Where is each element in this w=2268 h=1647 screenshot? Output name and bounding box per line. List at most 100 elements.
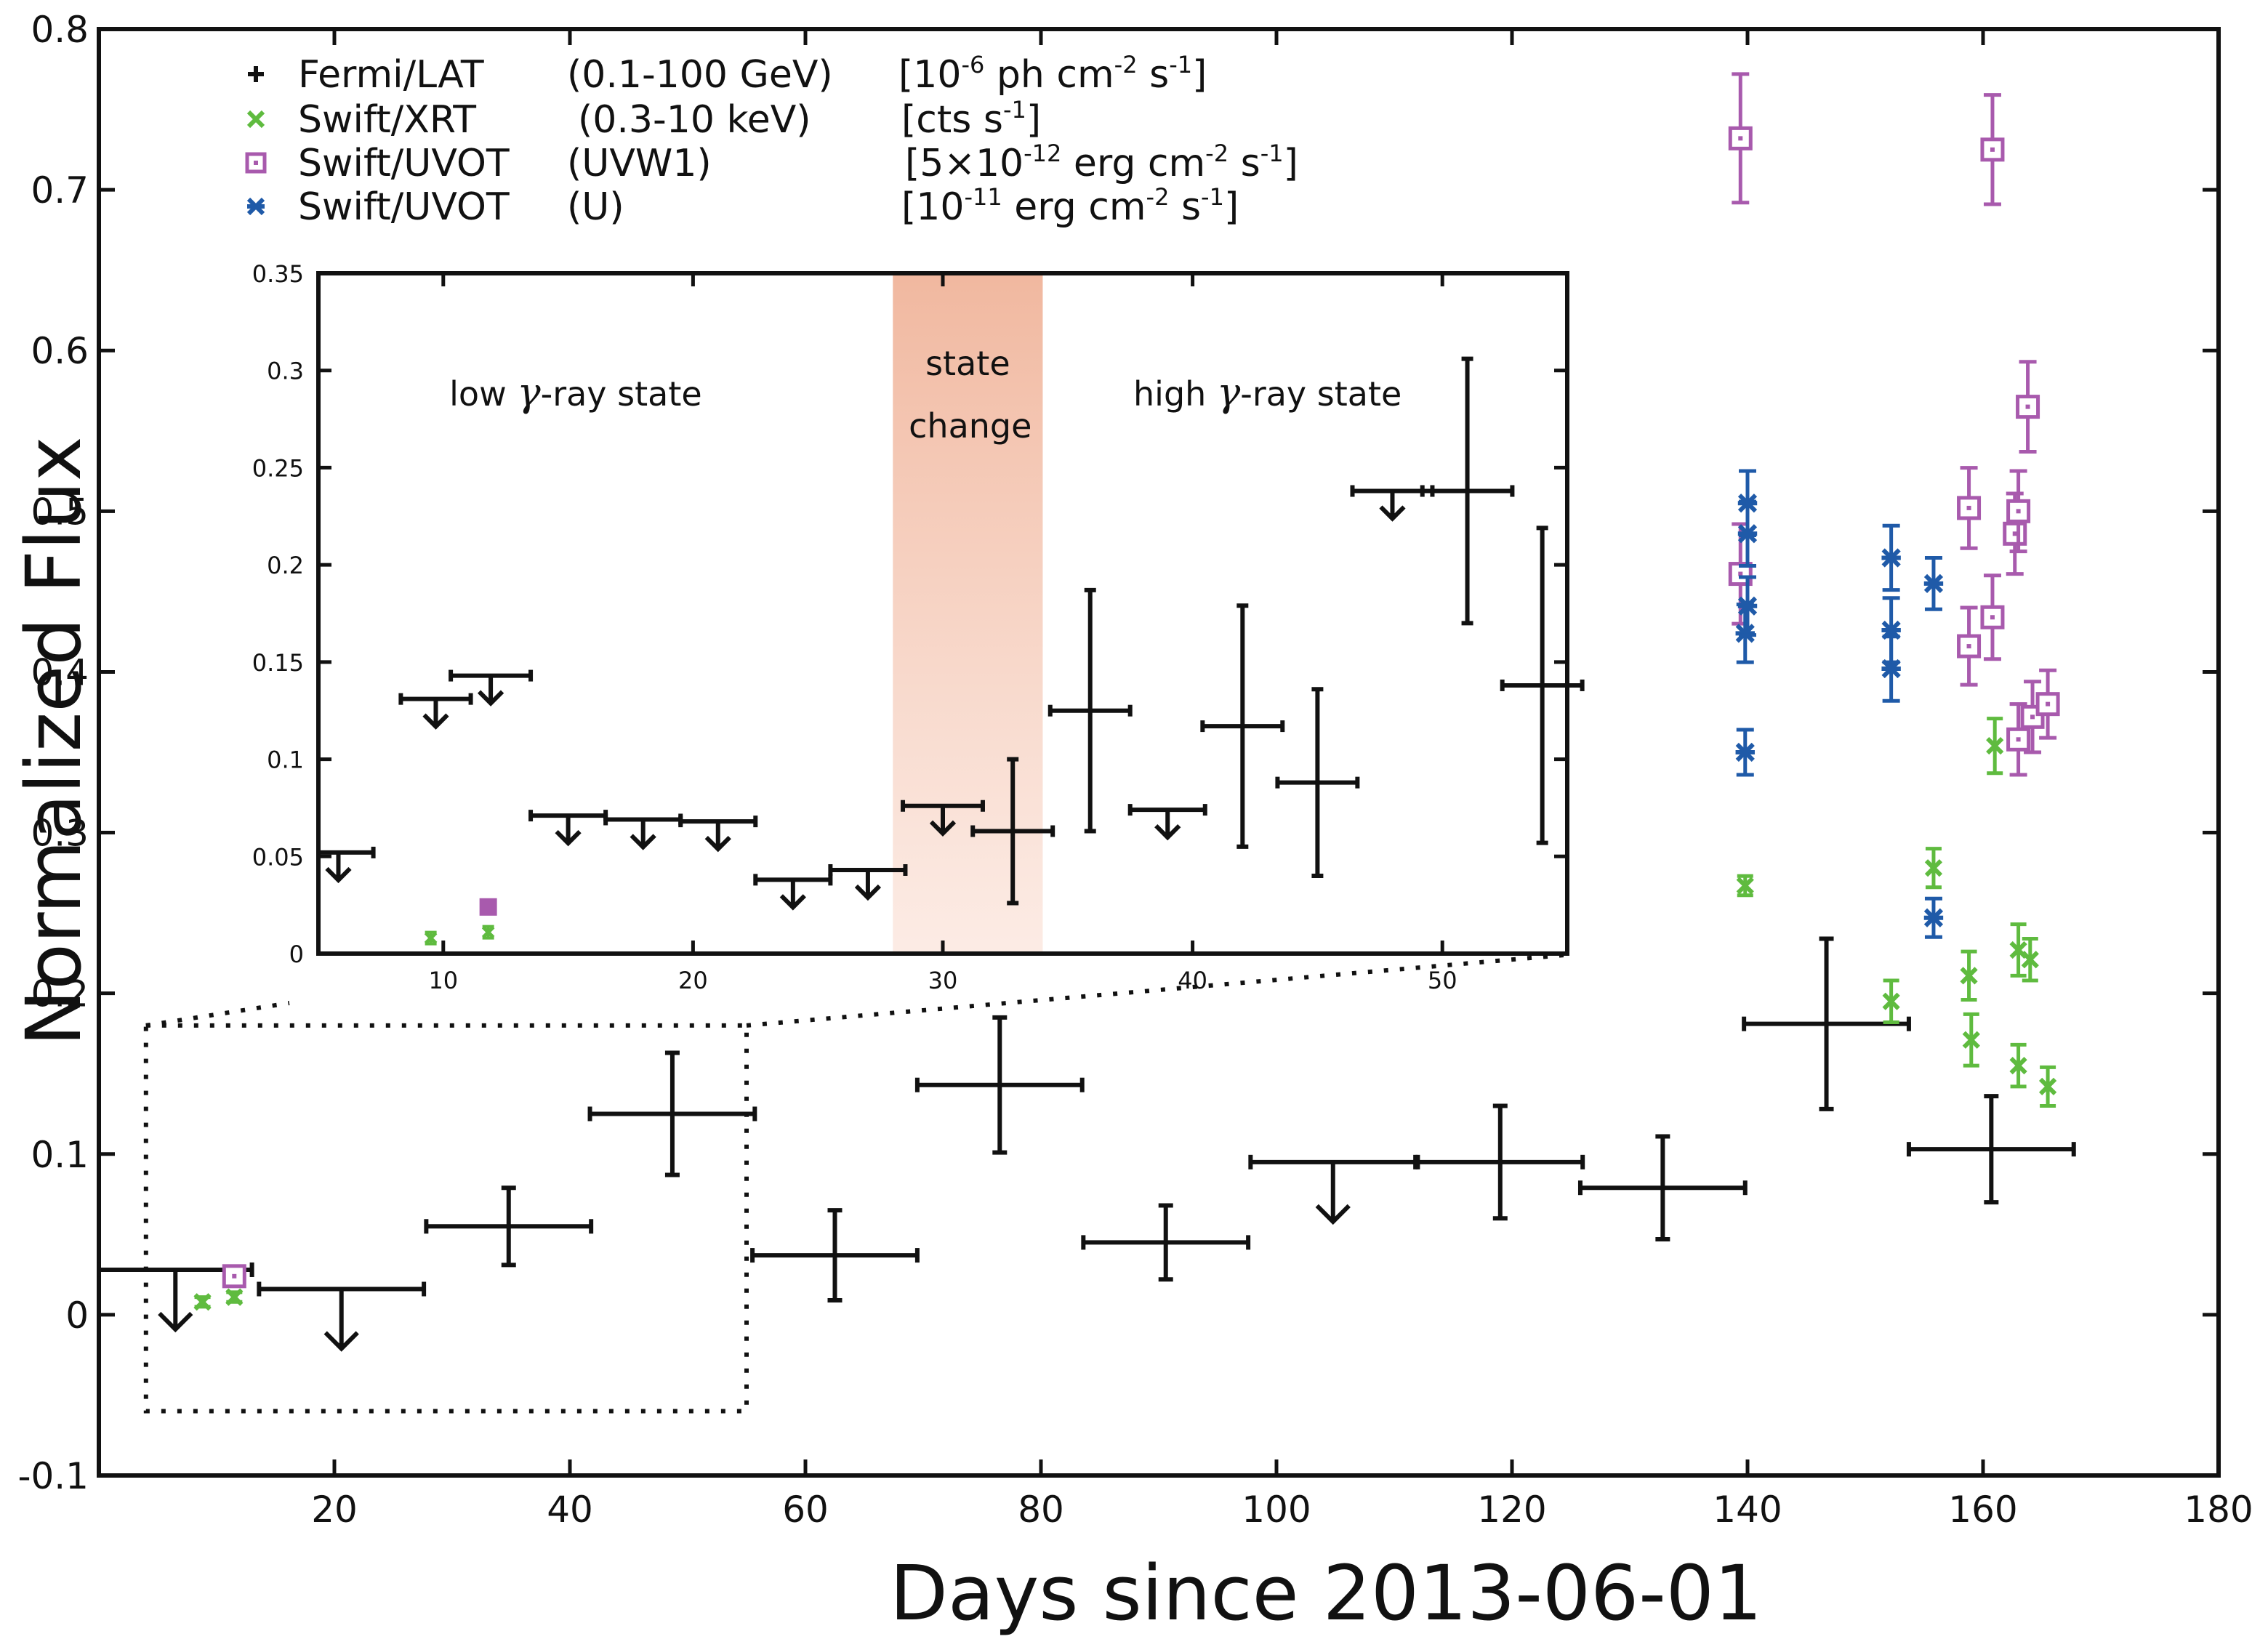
xrt-point	[1924, 847, 1943, 890]
y-tick-label: 0.8	[31, 9, 89, 51]
xrt-marker	[1960, 967, 1978, 985]
inset-lat-point	[1275, 687, 1360, 879]
xrt-point	[2038, 1065, 2057, 1108]
inset-xrt-point	[481, 925, 495, 940]
y-tick-label: 0.1	[31, 1134, 89, 1176]
y-tick-label: 0.6	[31, 330, 89, 372]
uvw1-marker	[2003, 521, 2027, 546]
inset-lat-upper-limit	[449, 669, 534, 706]
legend-unit: [5×10-12 erg cm-2 s-1]	[905, 140, 1298, 185]
inset-lat-ul-arrow	[704, 821, 731, 853]
gamma-symbol: γ	[1217, 369, 1241, 415]
inset-uvw1-point	[479, 898, 497, 916]
uvw1-marker-dot	[2025, 404, 2030, 409]
gamma-symbol: γ	[517, 369, 541, 415]
legend-entry: Swift/UVOT (UVW1) [5×10-12 erg cm-2 s-1]	[245, 140, 1298, 185]
xrt-point	[2021, 936, 2039, 983]
xrt-marker	[1924, 859, 1943, 877]
lat-point	[1742, 936, 1911, 1111]
xrt-marker	[1962, 1031, 1980, 1049]
uvw1-marker-dot	[1990, 147, 1995, 152]
uvw1-marker-dot	[1990, 615, 1995, 620]
uvot-u-marker	[1923, 573, 1944, 593]
inset-lat-ul-arrow	[854, 870, 882, 901]
xrt-point	[2009, 1042, 2027, 1089]
xrt-point	[1960, 949, 1978, 1002]
annotation-part: high	[1133, 374, 1217, 414]
y-tick-label: 0	[65, 1294, 89, 1337]
inset-y-tick-label: 0.3	[267, 358, 304, 385]
xrt-marker	[2021, 951, 2039, 969]
inset-lat-ul-arrow	[1379, 491, 1406, 522]
uvot-u-marker	[1737, 494, 1758, 513]
legend-unit-exponent: -2	[1114, 51, 1138, 78]
high-state-annotation: high γ-ray state	[1133, 369, 1402, 415]
legend-unit-exponent: -11	[964, 183, 1002, 211]
legend-unit: [cts s-1]	[901, 96, 1041, 142]
lat-ul-arrow	[323, 1289, 359, 1352]
inset-lat-ul-arrow	[555, 816, 582, 847]
legend-unit-part: s	[1169, 185, 1201, 229]
inset-y-tick-label: 0.05	[252, 843, 304, 871]
x-tick-label: 160	[1948, 1489, 2017, 1531]
inset-lat-upper-limit	[603, 813, 683, 850]
inset-xrt-point	[424, 930, 438, 946]
legend-unit: [10-11 erg cm-2 s-1]	[901, 183, 1239, 229]
xrt-marker	[193, 1293, 212, 1311]
uvw1-marker-dot	[2046, 701, 2051, 706]
legend-marker-square-dot	[254, 161, 258, 165]
lat-point	[1081, 1203, 1251, 1282]
legend-unit-exponent: -2	[1146, 183, 1170, 211]
inset-lat-ul-arrow	[1154, 810, 1181, 841]
y-tick-label: -0.1	[17, 1455, 89, 1497]
inset-x-tick-label: 30	[928, 967, 958, 994]
legend-band: (UVW1)	[567, 142, 712, 185]
y-tick-label: 0.5	[31, 491, 89, 533]
legend-band: (U)	[567, 185, 624, 229]
uvot-u-point	[1881, 596, 1901, 664]
uvot-u-marker	[1881, 548, 1901, 568]
uvot-u-marker	[1923, 908, 1944, 927]
x-tick-label: 180	[2184, 1489, 2253, 1531]
inset-lat-upper-limit	[828, 864, 908, 901]
uvw1-marker	[2035, 692, 2060, 717]
state-change-label-2: change	[909, 406, 1032, 446]
inset-xrt-marker	[424, 931, 438, 945]
legend-unit-exponent: -1	[1003, 96, 1026, 124]
legend-band: (0.1-100 GeV)	[567, 53, 833, 97]
x-tick-label: 120	[1477, 1489, 1546, 1531]
xrt-point	[1736, 874, 1754, 898]
state-change-band	[893, 273, 1043, 954]
xrt-point	[225, 1288, 244, 1306]
xrt-point	[193, 1293, 212, 1311]
xrt-marker	[2009, 1057, 2027, 1075]
xrt-marker	[1736, 877, 1754, 895]
uvw1-marker-dot	[2016, 737, 2021, 742]
legend-marker-star	[246, 197, 265, 216]
inset-lat-ul-arrow	[630, 819, 656, 850]
x-tick-label: 40	[547, 1489, 593, 1531]
inset-x-tick-label: 50	[1428, 967, 1457, 994]
lat-point	[587, 1050, 757, 1177]
annotation-part: -ray state	[541, 374, 702, 414]
inset-y-tick-label: 0.1	[267, 746, 304, 774]
inset-lat-point	[1500, 525, 1585, 845]
legend-unit-exponent: -1	[1201, 183, 1224, 211]
legend-unit-part: erg cm	[1061, 142, 1205, 185]
low-state-annotation: low γ-ray state	[449, 369, 702, 415]
legend-name: Swift/UVOT	[298, 142, 510, 185]
legend-band: (0.3-10 keV)	[578, 98, 811, 142]
lat-point	[914, 1015, 1085, 1155]
uvw1-marker-dot	[2030, 714, 2035, 720]
inset-x-tick-label: 20	[678, 967, 708, 994]
inset-lat-ul-arrow	[422, 698, 449, 730]
uvw1-marker-dot	[232, 1273, 237, 1278]
legend-unit: [10-6 ph cm-2 s-1]	[898, 51, 1207, 97]
x-tick-label: 20	[311, 1489, 358, 1531]
inset-lat-upper-limit	[678, 816, 758, 853]
annotation-part: low	[449, 374, 517, 414]
legend-name: Swift/XRT	[298, 98, 476, 142]
uvw1-marker-dot	[2012, 531, 2017, 536]
y-tick-label: 0.4	[31, 651, 89, 693]
